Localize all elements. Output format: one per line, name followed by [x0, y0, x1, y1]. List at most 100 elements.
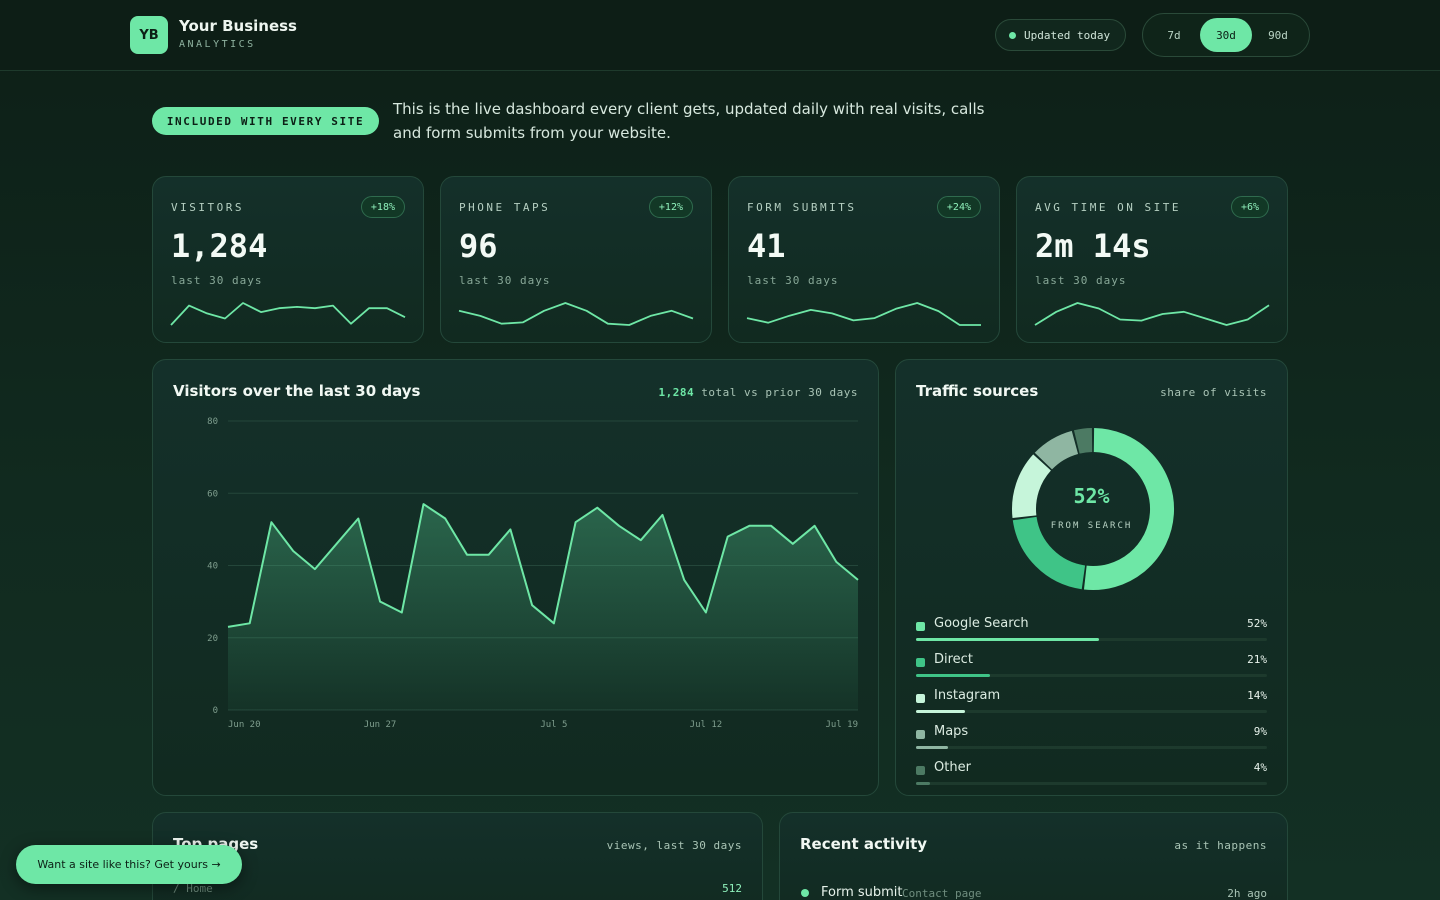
range-button-7d[interactable]: 7d [1167, 28, 1181, 42]
source-bar-fill [916, 746, 948, 749]
donut-slice [1034, 430, 1079, 470]
total-visitors-value: 1,284 [658, 386, 695, 399]
kpi-card-phone-taps: PHONE TAPS +12% 96 last 30 days [440, 176, 712, 343]
source-pct: 4% [1253, 761, 1267, 774]
kpi-sparkline [1034, 302, 1270, 326]
brand-name: Your Business [179, 17, 297, 35]
kpi-period: last 30 days [459, 274, 551, 287]
x-tick-label: Jul 5 [540, 720, 567, 730]
panel-meta: as it happens [1174, 839, 1267, 852]
legend-swatch [916, 730, 925, 739]
source-bar-track [916, 638, 1267, 641]
date-range-selector: 7d 30d 90d [1142, 13, 1310, 57]
panel-title: Visitors over the last 30 days [173, 382, 421, 400]
y-tick-label: 80 [207, 417, 218, 427]
source-bar-fill [916, 782, 931, 785]
donut-center-label: FROM SEARCH [1050, 521, 1133, 531]
y-tick-label: 40 [207, 562, 218, 572]
activity-detail: Contact page [902, 887, 982, 900]
donut-slice [1083, 428, 1175, 590]
traffic-source-row: Other 4% [916, 760, 1267, 790]
source-name: Direct [934, 652, 973, 667]
kpi-label: VISITORS [171, 201, 244, 214]
source-pct: 52% [1247, 617, 1267, 630]
area-fill [228, 504, 858, 710]
source-pct: 9% [1253, 725, 1267, 738]
panel-title: Traffic sources [916, 382, 1039, 400]
kpi-change-badge: +6% [1230, 196, 1269, 218]
sparkline-path [1034, 302, 1270, 326]
source-bar-fill [916, 638, 1099, 641]
source-bar-fill [916, 674, 990, 677]
kpi-value: 1,284 [171, 227, 268, 265]
sparkline-path [170, 302, 406, 326]
comparison-text: total vs prior 30 days [701, 386, 858, 399]
kpi-sparkline [458, 302, 694, 326]
sparkline-path [458, 302, 694, 326]
source-name: Google Search [934, 616, 1029, 631]
range-button-90d[interactable]: 90d [1268, 28, 1288, 42]
visitors-area-chart: 0 20 40 60 80 Jun 20 Jun 27 Jul 5 Jul 12 Jul 19 [207, 417, 859, 730]
visitors-line [227, 503, 859, 628]
kpi-period: last 30 days [747, 274, 839, 287]
page-path: / Home [173, 882, 213, 895]
activity-item: Form submit Contact page 2h ago [800, 885, 1267, 900]
donut-slice [1012, 516, 1086, 590]
get-site-cta-button[interactable]: Want a site like this? Get yours → [16, 845, 242, 884]
traffic-sources-panel: Traffic sources share of visits 52% FROM… [895, 359, 1288, 796]
activity-time: 2h ago [1227, 887, 1267, 900]
legend-swatch [916, 622, 925, 631]
x-tick-label: Jul 12 [690, 720, 723, 730]
kpi-card-form-submits: FORM SUBMITS +24% 41 last 30 days [728, 176, 1000, 343]
legend-swatch [916, 766, 925, 775]
kpi-change-badge: +12% [648, 196, 693, 218]
kpi-sparkline [170, 302, 406, 326]
donut-slice [1012, 454, 1052, 519]
source-bar-fill [916, 710, 966, 713]
y-tick-label: 20 [207, 634, 218, 644]
source-bar-track [916, 710, 1267, 713]
source-bar-track [916, 674, 1267, 677]
source-name: Instagram [934, 688, 1001, 703]
kpi-label: PHONE TAPS [459, 201, 551, 214]
kpi-label: FORM SUBMITS [747, 201, 857, 214]
kpi-change-badge: +18% [360, 196, 405, 218]
traffic-source-row: Instagram 14% [916, 688, 1267, 718]
kpi-period: last 30 days [1035, 274, 1127, 287]
brand-logo: YB [130, 16, 168, 54]
kpi-change-badge: +24% [936, 196, 981, 218]
panel-meta: share of visits [1160, 386, 1267, 399]
recent-activity-panel: Recent activity as it happens Form submi… [779, 812, 1288, 900]
x-tick-label: Jun 20 [228, 720, 261, 730]
status-dot-icon [1009, 31, 1016, 39]
updated-status-text: Updated today [1024, 28, 1111, 42]
x-tick-label: Jul 19 [825, 720, 858, 730]
donut-center-value: 52% [1073, 484, 1110, 508]
legend-swatch [916, 658, 925, 667]
source-pct: 14% [1247, 689, 1267, 702]
top-header: YB Your Business ANALYTICS Updated today… [0, 0, 1440, 71]
source-pct: 21% [1247, 653, 1267, 666]
kpi-card-visitors: VISITORS +18% 1,284 last 30 days [152, 176, 424, 343]
traffic-source-row: Google Search 52% [916, 616, 1267, 646]
panel-meta: views, last 30 days [606, 839, 742, 852]
range-button-30d[interactable]: 30d [1200, 18, 1252, 52]
kpi-label: AVG TIME ON SITE [1035, 201, 1181, 214]
panel-title: Recent activity [800, 835, 928, 853]
source-name: Maps [934, 724, 969, 739]
y-tick-label: 60 [207, 489, 218, 499]
sparkline-path [746, 302, 981, 326]
kpi-period: last 30 days [171, 274, 263, 287]
top-page-row[interactable]: / Home 512 [173, 882, 742, 898]
x-tick-label: Jun 27 [364, 720, 397, 730]
kpi-value: 96 [459, 227, 498, 265]
intro-text: This is the live dashboard every client … [393, 100, 985, 142]
traffic-source-row: Direct 21% [916, 652, 1267, 682]
donut-slice [1073, 428, 1093, 454]
kpi-card-avg-time: AVG TIME ON SITE +6% 2m 14s last 30 days [1016, 176, 1288, 343]
included-badge: INCLUDED WITH EVERY SITE [152, 107, 379, 135]
activity-event: Form submit [821, 885, 903, 900]
source-bar-track [916, 782, 1267, 785]
source-name: Other [934, 760, 971, 775]
brand-subtitle: ANALYTICS [179, 39, 256, 50]
